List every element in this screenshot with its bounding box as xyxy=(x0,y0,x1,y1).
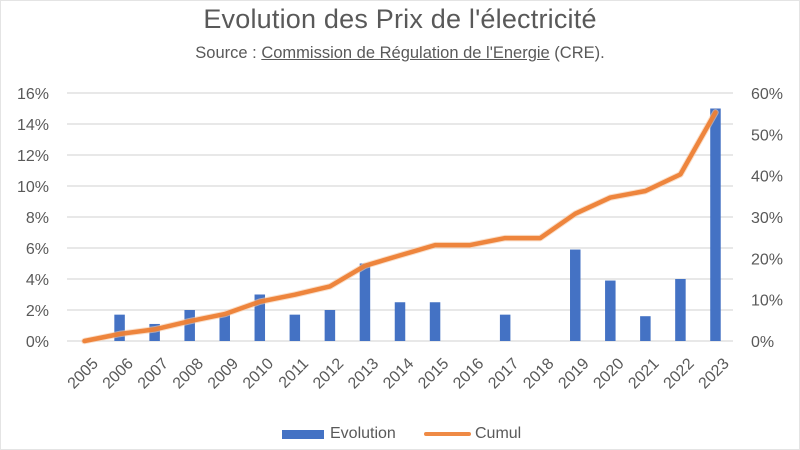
right-tick-label: 40% xyxy=(751,169,783,186)
x-tick-label: 2008 xyxy=(170,355,207,392)
x-tick-label: 2016 xyxy=(450,355,487,392)
x-tick-label: 2007 xyxy=(135,355,172,392)
x-tick-label: 2012 xyxy=(310,355,347,392)
subtitle-suffix: (CRE). xyxy=(549,44,605,62)
bar-2015 xyxy=(429,302,441,341)
source-link[interactable]: Commission de Régulation de l'Energie xyxy=(261,44,550,62)
bar-2021 xyxy=(640,316,651,341)
bar-2013 xyxy=(359,263,371,341)
x-tick-label: 2022 xyxy=(661,355,698,392)
legend-label-cumul: Cumul xyxy=(475,425,522,442)
left-tick-label: 4% xyxy=(26,272,49,289)
left-tick-label: 0% xyxy=(26,334,49,351)
evolution-bars xyxy=(114,108,721,341)
right-axis-ticks: 0% 10% 20% 30% 40% 50% 60% xyxy=(751,86,783,351)
bar-2020 xyxy=(605,280,616,341)
chart-title: Evolution des Prix de l'électricité xyxy=(203,4,597,34)
right-tick-label: 30% xyxy=(751,210,783,227)
x-tick-label: 2011 xyxy=(276,355,312,391)
x-tick-label: 2023 xyxy=(696,355,733,392)
bar-2008 xyxy=(184,310,195,341)
bar-2014 xyxy=(394,302,406,341)
left-tick-label: 12% xyxy=(17,148,49,165)
x-tick-label: 2010 xyxy=(240,355,277,392)
cumul-line xyxy=(82,110,718,344)
x-tick-label: 2017 xyxy=(485,355,522,392)
x-axis-ticks: 2005200620072008200920102011201220132014… xyxy=(65,355,733,392)
right-tick-label: 20% xyxy=(751,251,783,268)
left-axis-ticks: 0% 2% 4% 6% 8% 10% 12% 14% 16% xyxy=(17,86,49,351)
legend-item-evolution[interactable]: Evolution xyxy=(282,423,396,445)
bar-2011 xyxy=(289,314,301,341)
x-tick-label: 2020 xyxy=(590,355,627,392)
bar-2023 xyxy=(710,108,721,341)
bar-2009 xyxy=(219,314,230,341)
left-tick-label: 8% xyxy=(26,210,49,227)
gridlines xyxy=(67,92,733,342)
x-tick-label: 2018 xyxy=(520,355,557,392)
left-tick-label: 16% xyxy=(17,86,49,103)
right-tick-label: 0% xyxy=(751,334,774,351)
bar-2012 xyxy=(324,310,336,341)
x-tick-label: 2014 xyxy=(380,355,417,392)
x-tick-label: 2021 xyxy=(625,355,662,392)
legend-item-cumul[interactable]: Cumul xyxy=(424,423,521,445)
bar-2006 xyxy=(114,314,125,341)
legend: Evolution Cumul xyxy=(0,423,800,445)
x-tick-label: 2015 xyxy=(415,355,452,392)
x-tick-label: 2013 xyxy=(345,355,382,392)
bar-2022 xyxy=(675,279,686,341)
left-tick-label: 10% xyxy=(17,179,49,196)
right-tick-label: 10% xyxy=(751,293,783,310)
right-tick-label: 50% xyxy=(751,127,783,144)
x-tick-label: 2009 xyxy=(205,355,242,392)
legend-label-evolution: Evolution xyxy=(330,425,396,442)
x-tick-label: 2006 xyxy=(100,355,137,392)
left-tick-label: 6% xyxy=(26,241,49,258)
x-tick-label: 2005 xyxy=(65,355,102,392)
cumul-line-group xyxy=(81,109,719,345)
right-tick-label: 60% xyxy=(751,86,783,103)
left-tick-label: 14% xyxy=(17,117,49,134)
legend-swatch-cumul xyxy=(424,432,471,436)
legend-swatch-evolution xyxy=(282,429,324,439)
left-tick-label: 2% xyxy=(26,303,49,320)
chart-subtitle: Source : Commission de Régulation de l'E… xyxy=(0,44,800,63)
subtitle-prefix: Source : xyxy=(195,44,262,62)
bar-2017 xyxy=(499,314,511,341)
bar-2019 xyxy=(570,249,581,341)
bar-2010 xyxy=(254,294,266,341)
x-tick-label: 2019 xyxy=(555,355,592,392)
